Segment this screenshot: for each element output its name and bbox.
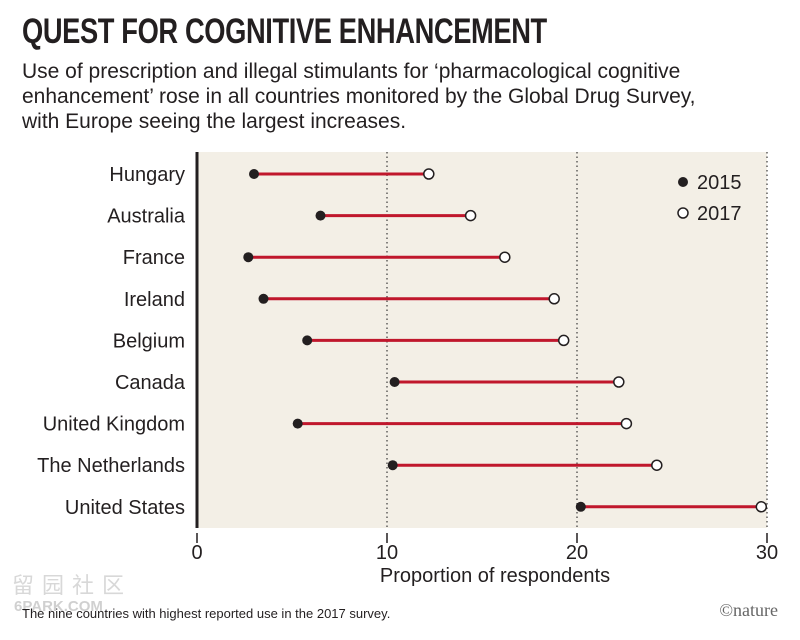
category-label: Australia: [107, 206, 186, 228]
point-2015: [389, 377, 400, 387]
legend-label-2015: 2015: [697, 172, 742, 194]
category-label: United Kingdom: [43, 414, 185, 436]
point-2017: [620, 417, 633, 430]
point-2017: [557, 334, 570, 347]
point-2017: [548, 293, 560, 305]
point-2015: [243, 252, 254, 263]
category-label: The Netherlands: [37, 455, 185, 477]
point-2017: [499, 251, 511, 263]
category-label: United States: [65, 497, 185, 519]
point-2015: [249, 169, 259, 179]
x-tick-label: 30: [756, 542, 778, 564]
category-label: Ireland: [124, 289, 185, 311]
x-tick-label: 20: [566, 542, 588, 564]
point-2015: [575, 501, 586, 512]
chart-title: QUEST FOR COGNITIVE ENHANCEMENT: [22, 12, 547, 51]
x-tick-label: 10: [376, 542, 398, 564]
category-label: Hungary: [109, 164, 185, 186]
footnote: The nine countries with highest reported…: [22, 606, 391, 621]
point-2015: [387, 460, 398, 471]
point-2017: [613, 376, 625, 388]
legend-label-2017: 2017: [697, 203, 742, 225]
point-2015: [258, 293, 269, 304]
point-2015: [315, 210, 326, 221]
watermark-logo: 留园社区: [12, 573, 133, 598]
legend-marker-2017: [677, 207, 689, 219]
point-2017: [423, 168, 435, 180]
nature-credit: ©nature: [719, 600, 778, 620]
category-label: Belgium: [113, 330, 185, 352]
point-2015: [292, 418, 303, 429]
x-tick-label: 0: [191, 542, 202, 564]
chart-subtitle: Use of prescription and illegal stimulan…: [22, 60, 696, 133]
category-label: Canada: [115, 372, 186, 394]
dumbbell-chart: Hungary Australia France Ireland Belgium Cana…: [37, 152, 778, 587]
point-2015: [302, 335, 313, 346]
point-2017: [464, 209, 477, 222]
point-2017: [755, 501, 768, 513]
category-label: France: [123, 247, 185, 269]
x-axis-label: Proportion of respondents: [380, 565, 610, 587]
point-2017: [651, 459, 663, 471]
watermark-site: 6PARK.COM: [14, 598, 103, 615]
legend-marker-2015: [678, 177, 688, 187]
